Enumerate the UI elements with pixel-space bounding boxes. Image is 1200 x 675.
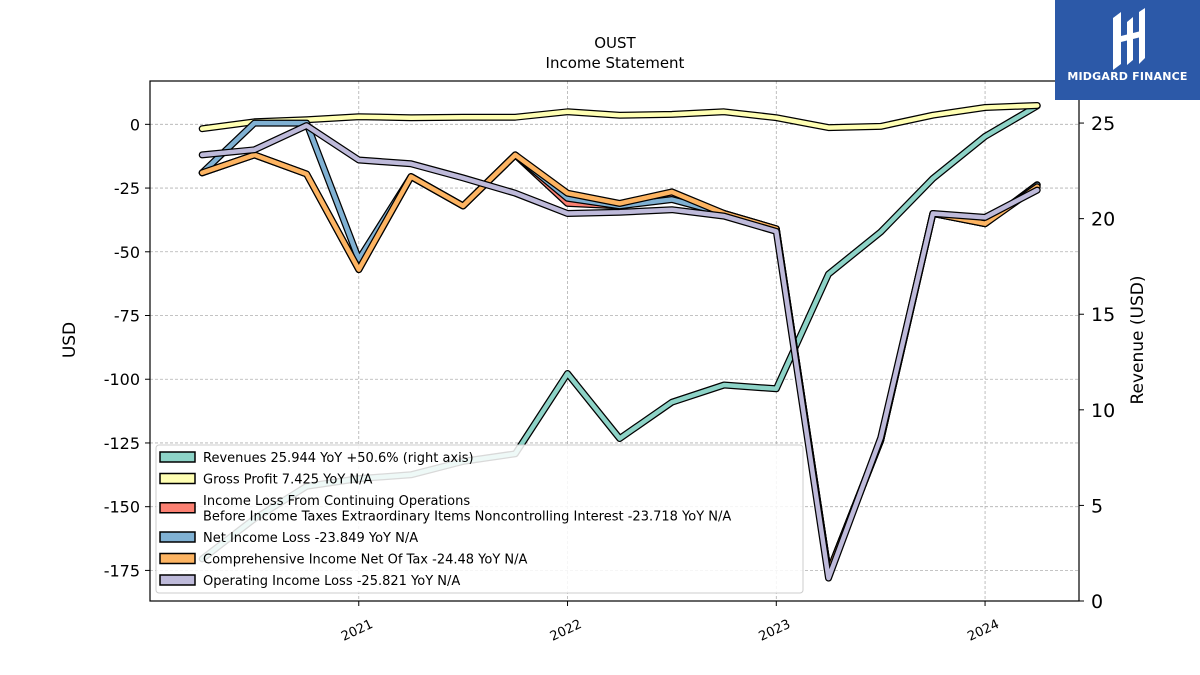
x-tick-label: 2021 [339,617,375,645]
grid [150,81,1079,601]
chart-title: OUST [594,34,636,52]
series-lines [198,102,1041,582]
series-operating-income-loss [198,122,1041,582]
y-tick-label: 0 [130,115,140,134]
legend-swatch [159,552,196,565]
y2-tick-label: 15 [1091,304,1115,326]
y2-tick-label: 5 [1091,495,1103,517]
legend-label: Operating Income Loss -25.821 YoY N/A [203,574,460,589]
legend-swatch [159,574,196,586]
x-tick-label: 2022 [548,617,584,645]
legend-swatch [159,451,196,463]
brand-mark-icon [1113,8,1145,70]
legend-label: Net Income Loss -23.849 YoY N/A [203,531,418,546]
series-line [199,123,1040,581]
legend-box [155,444,804,594]
series-gross-profit [198,102,1041,133]
y-tick-label: -50 [114,243,140,262]
y2-tick-label: 10 [1091,400,1115,422]
series-line [199,103,1040,131]
y2-axis-label: Revenue (USD) [1128,275,1148,404]
legend-label: Gross Profit 7.425 YoY N/A [203,473,373,488]
legend-swatch [159,502,196,514]
y2-tick-label: 25 [1091,113,1115,135]
y-axis-label: USD [60,322,80,358]
legend-swatch [159,531,196,543]
y-tick-label: -175 [104,561,140,580]
x-tick-label: 2024 [965,617,1001,645]
legend-label: Revenues 25.944 YoY +50.6% (right axis) [203,451,474,466]
y-tick-label: -75 [114,307,140,326]
brand-logo: MIDGARD FINANCE [1055,0,1200,100]
y-tick-label: -100 [104,370,140,389]
chart-subtitle: Income Statement [546,54,685,72]
y-tick-label: -25 [114,179,140,198]
legend-label: Comprehensive Income Net Of Tax -24.48 Y… [203,553,528,568]
brand-name: MIDGARD FINANCE [1067,70,1188,83]
legend-label: Income Loss From Continuing Operations [203,494,470,509]
y-tick-label: -150 [104,498,140,517]
y-tick-label: -125 [104,434,140,453]
y2-tick-label: 0 [1091,591,1103,613]
legend-swatch [159,472,196,485]
legend-label: Before Income Taxes Extraordinary Items … [203,510,731,525]
plot-frame [149,80,1080,602]
legend: Revenues 25.944 YoY +50.6% (right axis) G… [155,444,804,594]
x-tick-label: 2023 [757,617,793,645]
y2-tick-label: 20 [1091,209,1115,231]
